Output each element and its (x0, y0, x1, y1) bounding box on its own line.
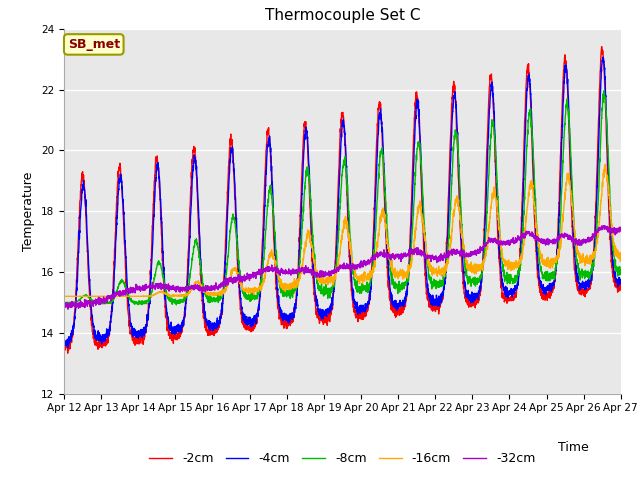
Line: -8cm: -8cm (64, 91, 621, 305)
-16cm (143, 294, 151, 300)
-16cm (617, 253, 625, 259)
-32cm (298, 268, 306, 274)
-4cm (124, 291, 132, 297)
-32cm (124, 289, 132, 295)
-4cm (606, 220, 614, 226)
-8cm (546, 275, 554, 280)
-4cm (60, 335, 68, 341)
-16cm (124, 293, 131, 299)
-8cm (606, 202, 614, 208)
-8cm (124, 290, 131, 296)
-8cm (274, 269, 282, 275)
-16cm (157, 289, 164, 295)
Legend: -2cm, -4cm, -8cm, -16cm, -32cm: -2cm, -4cm, -8cm, -16cm, -32cm (145, 447, 540, 470)
-32cm (157, 280, 164, 286)
-2cm (64, 350, 72, 356)
-2cm (617, 285, 625, 290)
-32cm (606, 228, 614, 234)
-2cm (598, 44, 605, 49)
-4cm (599, 54, 607, 60)
-8cm (157, 261, 164, 266)
-16cm (298, 270, 306, 276)
-32cm (546, 238, 554, 244)
-4cm (546, 288, 554, 293)
Line: -2cm: -2cm (64, 47, 621, 353)
-32cm (274, 267, 282, 273)
-2cm (60, 341, 68, 347)
-8cm (298, 230, 306, 236)
Line: -32cm: -32cm (64, 226, 621, 309)
-8cm (617, 267, 625, 273)
Y-axis label: Temperature: Temperature (22, 171, 35, 251)
-16cm (274, 271, 282, 277)
Text: Time: Time (558, 441, 589, 454)
-32cm (617, 227, 625, 233)
-2cm (298, 172, 306, 178)
-16cm (546, 260, 554, 266)
-2cm (274, 306, 282, 312)
-4cm (274, 286, 282, 292)
-4cm (617, 277, 625, 283)
Line: -16cm: -16cm (64, 164, 621, 297)
Line: -4cm: -4cm (64, 57, 621, 348)
-8cm (600, 88, 608, 94)
Text: SB_met: SB_met (68, 38, 120, 51)
-4cm (64, 345, 72, 351)
-32cm (64, 306, 72, 312)
-16cm (602, 161, 609, 167)
-8cm (173, 302, 180, 308)
-2cm (546, 295, 554, 301)
-4cm (298, 191, 306, 197)
-4cm (157, 199, 164, 205)
-16cm (606, 205, 614, 211)
-32cm (60, 301, 68, 307)
-2cm (606, 234, 614, 240)
-32cm (600, 223, 608, 228)
-16cm (60, 293, 68, 299)
-8cm (60, 300, 68, 305)
-2cm (157, 215, 164, 220)
-2cm (124, 306, 132, 312)
Title: Thermocouple Set C: Thermocouple Set C (265, 9, 420, 24)
